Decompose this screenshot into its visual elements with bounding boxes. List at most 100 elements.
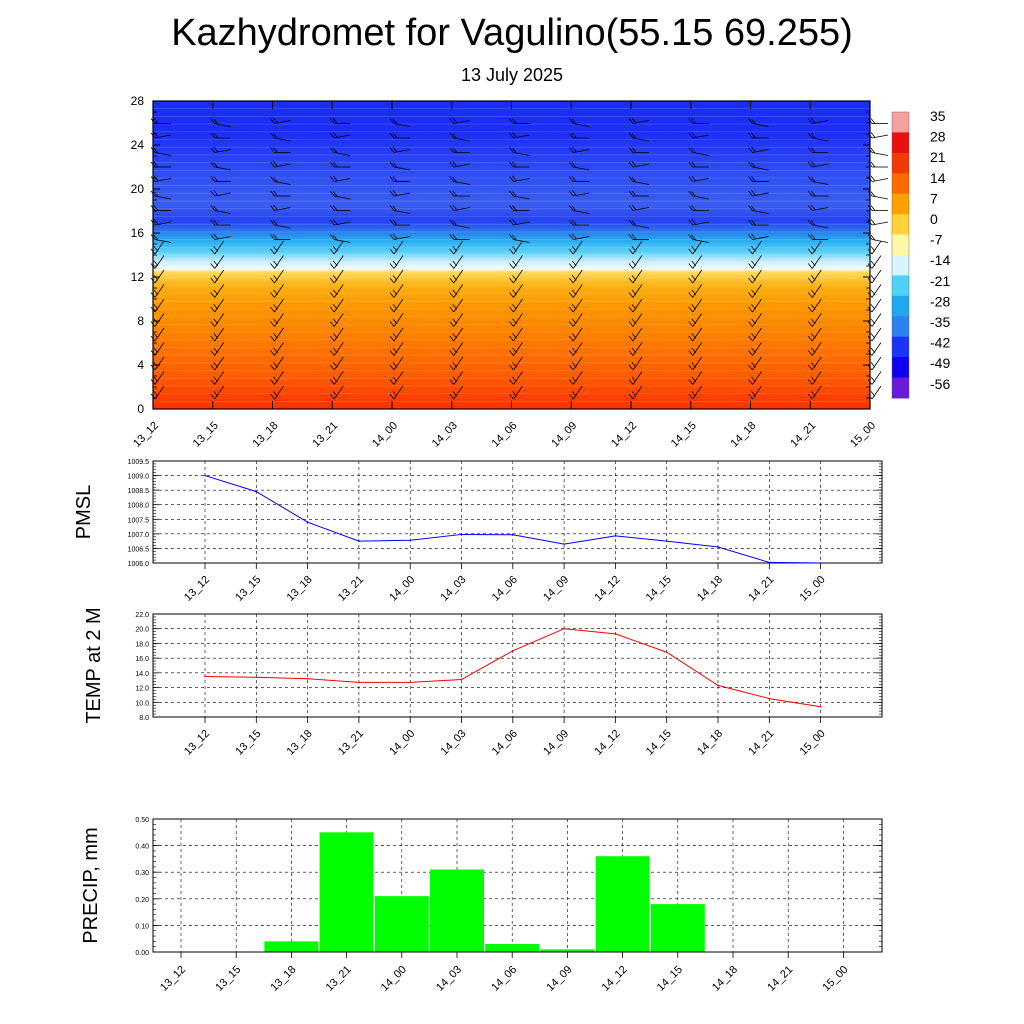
wind-barb-feather	[688, 205, 694, 211]
wind-barb	[692, 327, 703, 342]
wind-barb	[752, 269, 762, 284]
wind-barb-feather	[509, 248, 514, 255]
wind-barb-feather	[332, 246, 338, 252]
wind-barb-feather	[329, 248, 335, 255]
wind-barb-feather	[628, 277, 634, 284]
wind-barb-feather	[389, 292, 395, 298]
wind-barb-feather	[748, 161, 753, 168]
x-tick-label: 15_00	[820, 964, 850, 994]
colorbar-segment	[892, 255, 909, 276]
wind-barb	[632, 298, 643, 313]
x-tick-label: 14_06	[490, 728, 520, 758]
wind-barb-feather	[631, 347, 637, 354]
wind-barb-feather	[329, 393, 335, 400]
colorbar-label: -14	[930, 252, 950, 268]
colorbar-label: 28	[930, 129, 946, 145]
wind-barb	[333, 298, 344, 313]
wind-barb-feather	[210, 147, 216, 153]
wind-barb-feather	[748, 190, 753, 197]
x-tick-label: 14_06	[490, 574, 520, 604]
wind-barb	[274, 385, 284, 400]
wind-barb	[752, 298, 762, 313]
wind-barb-feather	[568, 176, 574, 182]
x-tick-label: 13_15	[233, 574, 263, 604]
wind-barb-feather	[631, 234, 637, 240]
data-point	[512, 649, 514, 652]
wind-barb	[871, 371, 882, 385]
wind-barb	[393, 385, 404, 400]
wind-barb	[393, 240, 404, 255]
wind-barb-feather	[870, 147, 876, 154]
x-tick-label: 14_06	[489, 964, 519, 994]
y-tick-label: 12.0	[135, 686, 149, 693]
wind-barb	[692, 240, 703, 255]
x-tick-label: 14_12	[592, 728, 622, 758]
wind-barb-feather	[449, 147, 455, 153]
wind-barb-feather	[571, 275, 577, 281]
wind-barb-feather	[210, 306, 216, 313]
wind-barb-feather	[332, 289, 338, 296]
data-point	[358, 540, 360, 542]
y-tick-label: 16.0	[135, 656, 149, 663]
wind-barb-feather	[751, 289, 756, 296]
x-tick-label: 14_03	[430, 420, 460, 450]
wind-barb-feather	[270, 350, 275, 356]
wind-barb	[214, 385, 225, 400]
wind-barb	[871, 284, 882, 298]
wind-barb-feather	[329, 335, 335, 342]
wind-barb-feather	[273, 260, 278, 267]
wind-barb-feather	[568, 161, 574, 168]
wind-barb-feather	[571, 391, 577, 397]
wind-barb-feather	[509, 350, 514, 356]
wind-barb-feather	[332, 275, 338, 281]
wind-barb-feather	[870, 132, 876, 138]
wind-barb-feather	[807, 147, 813, 153]
wind-barb-feather	[213, 233, 219, 240]
wind-barb-feather	[810, 190, 816, 197]
wind-barb	[811, 313, 822, 327]
wind-barb-feather	[153, 246, 159, 252]
wind-barb-feather	[509, 364, 514, 371]
wind-barb-feather	[807, 350, 813, 356]
wind-barb-feather	[631, 362, 637, 368]
wind-barb-feather	[449, 364, 455, 371]
wind-barb-feather	[273, 347, 278, 354]
wind-barb-feather	[329, 118, 335, 124]
wind-barb-feather	[270, 263, 275, 269]
wind-barb-feather	[571, 233, 577, 240]
wind-barb-feather	[153, 147, 159, 154]
wind-barb-feather	[571, 146, 577, 153]
wind-barb-feather	[870, 318, 876, 325]
wind-barb-feather	[452, 376, 458, 383]
wind-barb-feather	[748, 234, 753, 240]
wind-barb-feather	[452, 117, 458, 124]
wind-barb-feather	[748, 263, 753, 269]
wind-barb-feather	[870, 118, 876, 124]
wind-barb-feather	[449, 219, 455, 226]
wind-barb-feather	[688, 379, 694, 385]
wind-barb-feather	[810, 333, 816, 339]
wind-barb	[274, 371, 284, 385]
wind-barb	[274, 269, 284, 284]
wind-barb-feather	[748, 292, 753, 298]
wind-barb	[274, 284, 284, 298]
wind-barb-feather	[688, 248, 694, 255]
wind-barb-feather	[691, 304, 697, 310]
wind-barb-feather	[210, 263, 216, 269]
precip-bar	[430, 869, 484, 952]
wind-barb-feather	[452, 260, 458, 267]
wind-barb-feather	[748, 132, 753, 139]
wind-barb-feather	[392, 132, 398, 139]
wind-barb	[752, 385, 762, 400]
wind-barb-feather	[329, 132, 335, 139]
wind-barb-feather	[332, 161, 338, 168]
wind-barb-feather	[751, 162, 756, 168]
wind-barb-feather	[273, 304, 278, 310]
wind-barb-feather	[389, 234, 395, 240]
wind-barb-feather	[153, 376, 159, 383]
wind-barb	[453, 313, 464, 327]
wind-barb-feather	[568, 263, 574, 269]
wind-barb-feather	[392, 391, 398, 397]
wind-barb-feather	[329, 219, 335, 226]
wind-barb	[453, 269, 464, 284]
